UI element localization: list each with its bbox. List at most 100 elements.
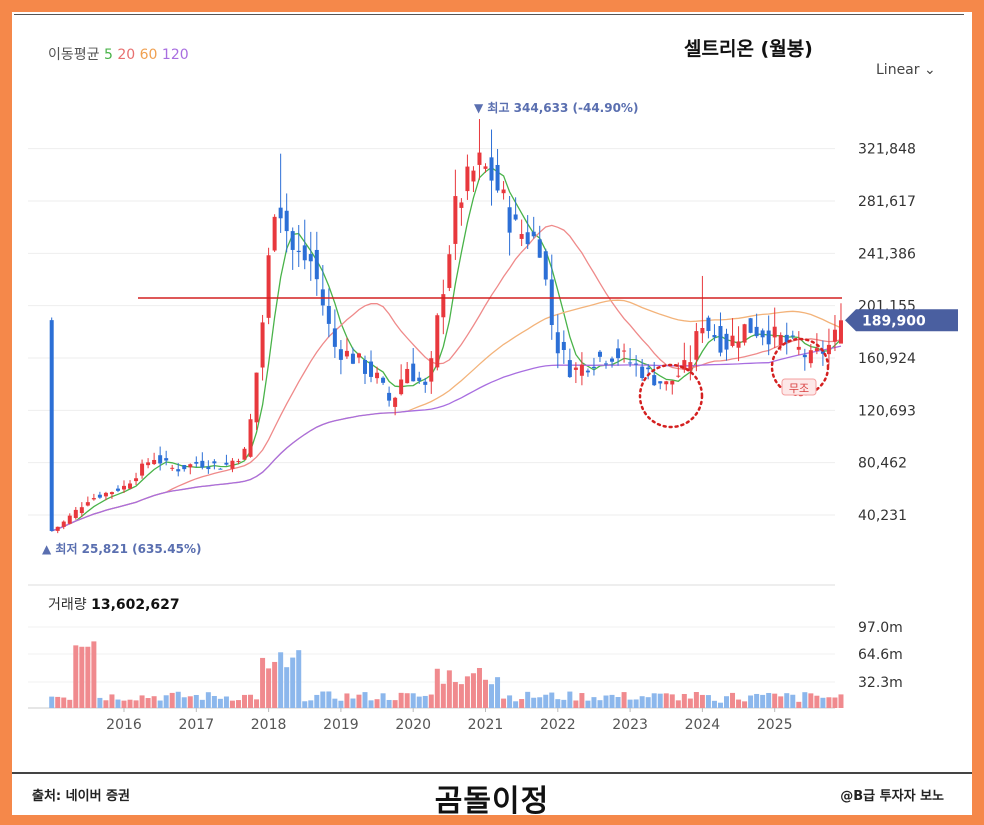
brand-title: 곰돌이정 xyxy=(434,784,550,819)
candle-body xyxy=(290,231,295,250)
volume-bar xyxy=(699,694,705,708)
candle xyxy=(308,231,313,281)
volume-bar xyxy=(344,693,350,708)
candle xyxy=(826,328,831,366)
volume-bar xyxy=(416,696,422,708)
candle-body xyxy=(802,354,807,358)
candle xyxy=(242,447,247,460)
candle xyxy=(49,317,54,532)
candle-body xyxy=(646,367,651,370)
candle-body xyxy=(712,335,717,338)
candle-body xyxy=(604,363,608,365)
candle xyxy=(200,452,205,470)
volume-bar xyxy=(434,668,440,708)
candle xyxy=(115,485,120,493)
highlight-circle xyxy=(638,363,704,429)
volume-bar xyxy=(242,694,247,708)
candle-body xyxy=(826,344,831,355)
candle xyxy=(652,361,657,387)
candle-body xyxy=(387,392,392,401)
volume-tick-label: 97.0m xyxy=(858,620,903,636)
candle xyxy=(724,328,729,361)
candle-body xyxy=(814,348,819,351)
volume-bar xyxy=(549,692,555,708)
candle-body xyxy=(326,306,331,324)
candle-body xyxy=(634,363,639,365)
candle-body xyxy=(67,515,72,524)
candle xyxy=(91,493,96,501)
candle-body xyxy=(115,488,120,491)
candle-body xyxy=(140,463,145,476)
candle-body xyxy=(525,232,530,245)
candle-body xyxy=(134,478,139,482)
volume-bar xyxy=(314,694,320,708)
candle-body xyxy=(453,196,458,244)
year-label: 2017 xyxy=(178,717,214,733)
candle xyxy=(573,362,578,384)
candle-body xyxy=(399,379,404,395)
candle-body xyxy=(212,461,217,464)
volume-bar xyxy=(440,683,446,708)
candle xyxy=(272,214,277,253)
volume-bar xyxy=(248,694,254,708)
volume-bar xyxy=(187,696,193,708)
candle xyxy=(188,463,193,475)
candle-body xyxy=(549,279,554,326)
candle xyxy=(260,314,265,381)
candle xyxy=(640,358,645,381)
volume-bar xyxy=(380,693,386,708)
scale-dropdown[interactable]: Linear ⌄ xyxy=(876,62,936,78)
year-label: 2024 xyxy=(685,717,721,733)
candle-body xyxy=(640,366,645,379)
candle xyxy=(790,330,795,340)
candle xyxy=(519,219,524,247)
volume-bar xyxy=(579,693,585,708)
candle xyxy=(369,350,374,383)
volume-bar xyxy=(446,670,452,708)
candle xyxy=(694,322,699,372)
price-tick-label: 160,924 xyxy=(858,351,916,367)
candle xyxy=(688,345,693,381)
candle-body xyxy=(531,231,536,237)
chevron-down-icon: ⌄ xyxy=(923,62,936,78)
candle xyxy=(248,413,253,458)
candle-body xyxy=(682,360,687,370)
candle-body xyxy=(724,333,729,350)
volume-bar xyxy=(687,698,693,708)
price-tick-label: 321,848 xyxy=(858,142,916,158)
volume-bar xyxy=(621,692,627,708)
candle xyxy=(206,460,211,474)
candle-body xyxy=(465,166,470,192)
candle-body xyxy=(375,372,380,379)
candle-body xyxy=(748,318,753,333)
top-border xyxy=(14,14,964,15)
candle-body xyxy=(543,251,548,280)
candle-body xyxy=(622,350,627,352)
volume-bar xyxy=(368,700,374,708)
volume-bar xyxy=(422,695,428,708)
candle-body xyxy=(585,370,590,373)
volume-tick-label: 32.3m xyxy=(858,675,903,691)
volume-bar xyxy=(585,700,591,708)
price-tick-label: 40,231 xyxy=(858,508,907,524)
candle xyxy=(326,288,331,338)
volume-bar xyxy=(525,691,531,708)
candle xyxy=(224,454,229,466)
candle xyxy=(176,463,181,477)
candle-body xyxy=(471,170,476,182)
volume-bar xyxy=(284,667,290,708)
candle xyxy=(344,337,349,359)
candle-body xyxy=(796,346,801,350)
volume-bar xyxy=(766,692,772,708)
volume-bar xyxy=(410,693,416,708)
candle-body xyxy=(164,458,169,461)
volume-bar xyxy=(651,693,657,708)
candle xyxy=(405,362,410,384)
annotation-badge xyxy=(781,378,817,396)
scale-label: Linear xyxy=(876,62,920,78)
volume-bar xyxy=(392,700,398,708)
year-label: 2016 xyxy=(106,717,142,733)
volume-bar xyxy=(338,700,344,708)
candle-body xyxy=(489,157,494,181)
volume-bar xyxy=(350,698,356,708)
